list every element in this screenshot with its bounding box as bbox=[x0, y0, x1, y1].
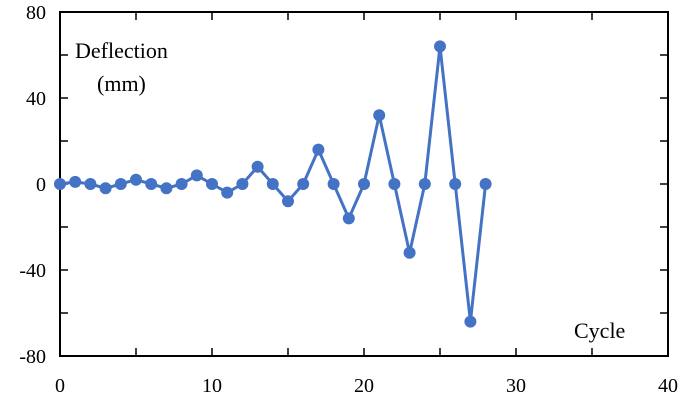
data-point bbox=[418, 178, 431, 190]
data-point bbox=[251, 160, 264, 173]
x-tick-label: 40 bbox=[658, 375, 678, 397]
data-point bbox=[373, 109, 386, 122]
x-tick-label: 0 bbox=[55, 375, 65, 397]
data-point bbox=[175, 178, 188, 190]
x-tick-label: 30 bbox=[506, 375, 526, 397]
data-point bbox=[160, 182, 173, 195]
y-tick-label: -40 bbox=[19, 260, 46, 282]
data-point bbox=[282, 195, 294, 208]
y-tick-label: 40 bbox=[26, 88, 46, 110]
deflection-series bbox=[54, 40, 492, 328]
data-point bbox=[236, 178, 249, 190]
data-point bbox=[434, 40, 446, 53]
data-point bbox=[266, 178, 279, 190]
data-point bbox=[69, 175, 82, 188]
data-point bbox=[388, 178, 401, 190]
data-point bbox=[403, 246, 416, 259]
axis-tick-labels: 0 10 20 30 40 80 40 0 -40 -80 bbox=[19, 2, 678, 397]
y-tick-label: 0 bbox=[36, 174, 46, 196]
data-point bbox=[449, 178, 462, 190]
y-axis-title-line1: Deflection bbox=[75, 38, 168, 63]
data-point bbox=[84, 178, 97, 190]
x-tick-label: 10 bbox=[202, 375, 222, 397]
data-point bbox=[297, 178, 310, 190]
x-tick-label: 20 bbox=[354, 375, 374, 397]
data-point bbox=[190, 169, 203, 182]
data-point bbox=[114, 178, 127, 190]
data-point bbox=[358, 178, 370, 190]
data-point bbox=[206, 178, 218, 190]
data-point bbox=[464, 315, 477, 328]
data-point bbox=[327, 178, 340, 190]
data-point bbox=[221, 186, 234, 199]
data-point bbox=[479, 178, 492, 190]
data-point bbox=[342, 212, 355, 225]
data-point bbox=[99, 182, 112, 195]
y-tick-label: -80 bbox=[19, 346, 46, 368]
axis-ticks bbox=[59, 11, 669, 357]
y-tick-label: 80 bbox=[26, 2, 46, 24]
x-axis-title: Cycle bbox=[574, 318, 625, 343]
data-point bbox=[312, 143, 325, 156]
data-point bbox=[130, 173, 142, 186]
data-point bbox=[54, 178, 66, 190]
data-point bbox=[145, 178, 158, 190]
y-axis-title-line2: (mm) bbox=[97, 71, 146, 96]
